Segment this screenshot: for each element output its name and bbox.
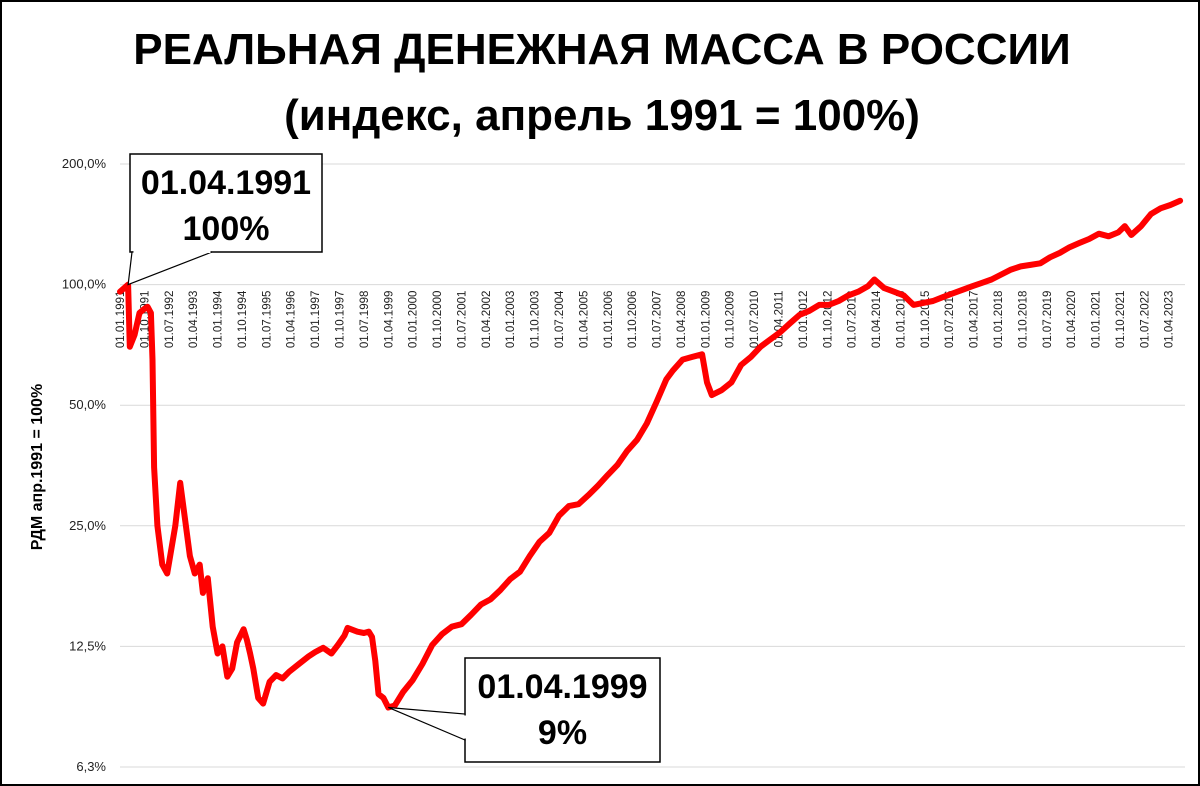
- callout-pointer: [127, 251, 213, 286]
- x-tick-label: 01.04.2005: [578, 291, 590, 349]
- x-tick-label: 01.04.2023: [1164, 291, 1176, 349]
- callout-date: 01.04.1991: [141, 164, 311, 202]
- x-tick-label: 01.01.1997: [310, 291, 322, 349]
- x-tick-label: 01.01.1991: [115, 291, 127, 349]
- x-tick-label: 01.10.1994: [237, 290, 249, 348]
- y-tick-label: 100,0%: [62, 277, 107, 292]
- y-tick-label: 25,0%: [69, 518, 106, 533]
- x-tick-label: 01.01.2018: [993, 291, 1005, 349]
- x-tick-label: 01.10.2012: [822, 291, 834, 349]
- callout-box: [129, 153, 323, 253]
- x-tick-label: 01.01.2003: [505, 291, 517, 349]
- x-tick-label: 01.04.1993: [188, 291, 200, 349]
- x-tick-label: 01.01.2006: [603, 291, 615, 349]
- x-tick-label: 01.07.1998: [359, 291, 371, 349]
- callout-date: 01.04.1999: [477, 668, 647, 706]
- x-tick-label: 01.07.1995: [261, 291, 273, 349]
- callout-pointer: [388, 706, 466, 741]
- x-tick-label: 01.10.1997: [335, 291, 347, 349]
- callout-box: [464, 657, 661, 763]
- x-tick-label: 01.07.2022: [1139, 291, 1151, 349]
- x-tick-label: 01.01.2021: [1091, 291, 1103, 349]
- x-tick-label: 01.07.1992: [164, 291, 176, 349]
- x-tick-label: 01.04.2017: [969, 291, 981, 349]
- y-tick-label: 6,3%: [76, 759, 106, 774]
- x-tick-label: 01.07.2007: [652, 291, 664, 349]
- y-tick-label: 200,0%: [62, 156, 107, 171]
- x-tick-label: 01.01.2009: [700, 291, 712, 349]
- series-line: [117, 197, 1184, 711]
- x-tick-label: 01.10.2018: [1017, 291, 1029, 349]
- y-tick-label: 12,5%: [69, 638, 106, 653]
- chart-subtitle: (индекс, апрель 1991 = 100%): [284, 91, 920, 140]
- x-tick-label: 01.01.2012: [798, 291, 810, 349]
- callout-value: 100%: [183, 210, 270, 248]
- x-tick-label: 01.04.2020: [1066, 291, 1078, 349]
- x-tick-label: 01.04.1999: [383, 291, 395, 349]
- x-tick-label: 01.10.2021: [1115, 291, 1127, 349]
- callout-value: 9%: [538, 714, 587, 752]
- callout-1: 01.04.1991 100%: [127, 153, 323, 286]
- callout-2: 01.04.1999 9%: [388, 657, 661, 763]
- x-tick-label: 01.07.2004: [554, 290, 566, 348]
- x-tick-label: 01.10.2009: [725, 291, 737, 349]
- x-tick-label: 01.04.2002: [481, 291, 493, 349]
- x-tick-label: 01.04.2014: [871, 290, 883, 348]
- x-tick-label: 01.01.2000: [408, 291, 420, 349]
- chart-title: РЕАЛЬНАЯ ДЕНЕЖНАЯ МАССА В РОССИИ: [133, 25, 1071, 74]
- x-tick-label: 01.07.2010: [749, 291, 761, 349]
- x-tick-label: 01.01.2015: [895, 291, 907, 349]
- x-tick-label: 01.04.2008: [676, 291, 688, 349]
- x-tick-label: 01.10.2003: [530, 291, 542, 349]
- x-tick-label: 01.01.1994: [213, 290, 225, 348]
- x-tick-label: 01.04.1996: [286, 291, 298, 349]
- x-tick-label: 01.07.2013: [847, 291, 859, 349]
- x-tick-label: 01.10.2006: [627, 291, 639, 349]
- x-tick-label: 01.07.2001: [456, 291, 468, 349]
- x-tick-label: 01.07.2019: [1042, 291, 1054, 349]
- x-tick-label: 01.07.2016: [944, 291, 956, 349]
- y-tick-label: 50,0%: [69, 397, 106, 412]
- x-tick-label: 01.10.2000: [432, 291, 444, 349]
